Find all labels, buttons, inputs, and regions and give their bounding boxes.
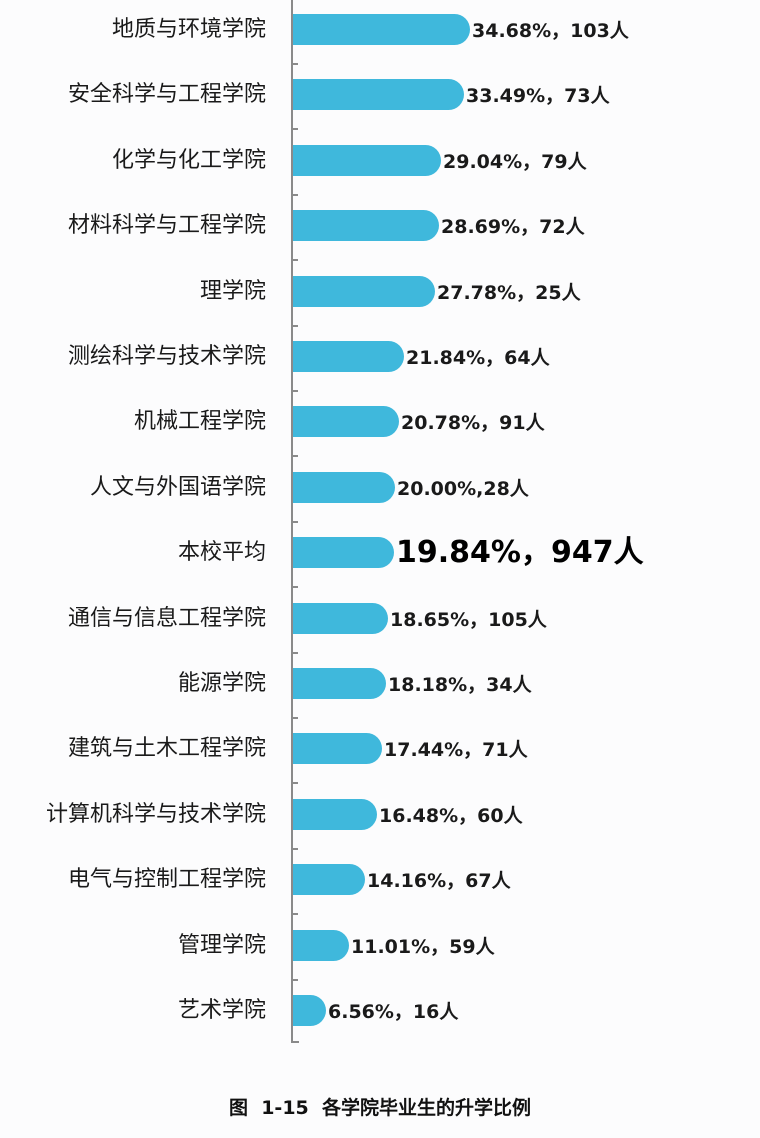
category-label: 本校平均 [177,540,266,565]
category-label: 化学与化工学院 [111,148,266,173]
value-label: 17.44%，71人 [384,739,528,761]
value-label: 20.00%,28人 [397,478,529,500]
value-label: 11.01%，59人 [351,936,495,958]
axis-tick [291,455,298,457]
bar-row: 艺术学院 6.56%，16人 [0,995,760,1027]
value-label: 18.18%，34人 [388,674,532,696]
bar-row: 化学与化工学院 29.04%，79人 [0,145,760,177]
bar-row: 本校平均 19.84%，947人 [0,537,760,569]
bar-row: 机械工程学院 20.78%，91人 [0,406,760,438]
bar-row: 人文与外国语学院 20.00%,28人 [0,472,760,504]
bar [293,341,404,372]
bar-row: 地质与环境学院 34.68%，103人 [0,14,760,46]
axis-tick [291,782,298,784]
axis-tick [291,390,298,392]
axis-tick [291,259,298,261]
axis-tick [291,979,298,981]
category-label: 电气与控制工程学院 [67,867,266,892]
bar [293,406,399,437]
bar-row: 材料科学与工程学院 28.69%，72人 [0,210,760,242]
category-label: 材料科学与工程学院 [67,213,266,238]
axis-tick [291,521,298,523]
category-label: 人文与外国语学院 [89,475,266,500]
bar [293,668,386,699]
category-label: 管理学院 [177,933,266,958]
bar-row: 测绘科学与技术学院 21.84%，64人 [0,341,760,373]
bar [293,995,326,1026]
category-label: 测绘科学与技术学院 [67,344,266,369]
category-label: 通信与信息工程学院 [67,606,266,631]
value-label: 19.84%，947人 [396,535,644,570]
value-label: 18.65%，105人 [390,609,547,631]
bar [293,79,464,110]
bar-row: 电气与控制工程学院 14.16%，67人 [0,864,760,896]
category-label: 艺术学院 [177,998,266,1023]
value-label: 14.16%，67人 [367,870,511,892]
value-label: 29.04%，79人 [443,151,587,173]
category-label: 安全科学与工程学院 [67,82,266,107]
y-axis-end-tick [291,1041,299,1043]
bar [293,603,388,634]
axis-tick [291,128,298,130]
bar-row: 通信与信息工程学院 18.65%，105人 [0,603,760,635]
bar-row: 理学院 27.78%，25人 [0,276,760,308]
axis-tick [291,194,298,196]
bar [293,864,365,895]
bar-chart: 地质与环境学院 34.68%，103人安全科学与工程学院 33.49%，73人化学与… [0,0,760,1043]
axis-tick [291,652,298,654]
category-label: 理学院 [199,279,266,304]
category-label: 计算机科学与技术学院 [45,802,266,827]
bar [293,276,435,307]
bar-row: 计算机科学与技术学院 16.48%，60人 [0,799,760,831]
bar-row: 安全科学与工程学院 33.49%，73人 [0,79,760,111]
category-label: 能源学院 [177,671,266,696]
bar [293,14,470,45]
bar [293,210,439,241]
value-label: 34.68%，103人 [472,20,629,42]
bar [293,930,349,961]
bar-row: 管理学院 11.01%，59人 [0,930,760,962]
value-label: 28.69%，72人 [441,216,585,238]
value-label: 20.78%，91人 [401,412,545,434]
bar [293,472,395,503]
axis-tick [291,717,298,719]
bar [293,537,394,568]
value-label: 16.48%，60人 [379,805,523,827]
value-label: 27.78%，25人 [437,282,581,304]
category-label: 建筑与土木工程学院 [67,736,266,761]
category-label: 机械工程学院 [133,409,266,434]
bar [293,799,377,830]
bar [293,733,382,764]
bar-row: 建筑与土木工程学院 17.44%，71人 [0,733,760,765]
axis-tick [291,913,298,915]
value-label: 21.84%，64人 [406,347,550,369]
value-label: 33.49%，73人 [466,85,610,107]
axis-tick [291,848,298,850]
axis-tick [291,63,298,65]
figure-caption: 图 1-15 各学院毕业生的升学比例 [228,1097,531,1119]
bar [293,145,441,176]
category-label: 地质与环境学院 [111,17,266,42]
value-label: 6.56%，16人 [328,1001,459,1023]
axis-tick [291,586,298,588]
axis-tick [291,325,298,327]
bar-row: 能源学院 18.18%，34人 [0,668,760,700]
